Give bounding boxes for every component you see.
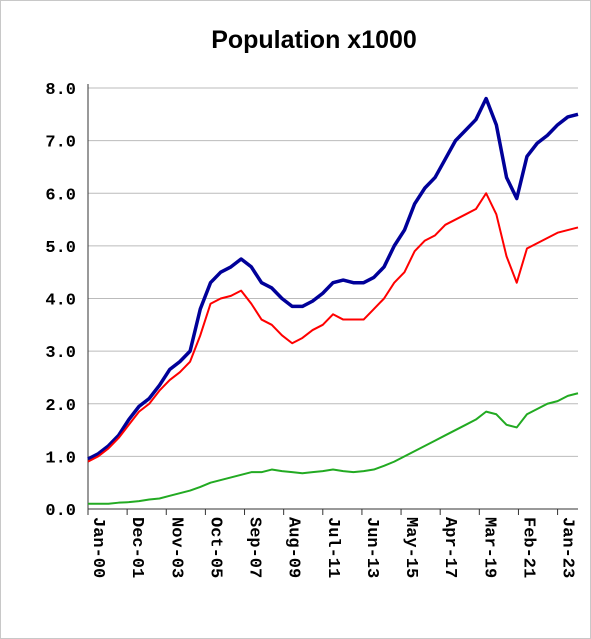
chart-title: Population x1000 [211, 26, 417, 54]
y-tick-label: 4.0 [45, 292, 76, 311]
y-tick-label: 6.0 [45, 186, 76, 205]
y-tick-label: 7.0 [45, 134, 76, 153]
series-line [87, 192, 579, 463]
x-tick-label: Aug-09 [284, 517, 303, 578]
series-line [88, 392, 579, 505]
x-tick-label: Mar-19 [479, 517, 498, 578]
y-tick-label: 2.0 [45, 397, 76, 416]
x-tick-label: Feb-21 [518, 517, 537, 578]
x-tick-label: Jan-23 [558, 517, 577, 578]
y-tick-label: 1.0 [45, 449, 76, 468]
x-tick-label: Dec-01 [127, 517, 146, 578]
series-line [87, 96, 579, 461]
y-tick-label: 3.0 [45, 344, 76, 363]
y-tick-label: 5.0 [45, 239, 76, 258]
x-tick-label: Jan-00 [88, 517, 107, 578]
x-tick-label: Jun-13 [362, 517, 381, 578]
x-tick-label: Oct-05 [205, 517, 224, 578]
x-tick-label: May-15 [401, 517, 420, 578]
x-tick-label: Apr-17 [440, 517, 459, 578]
x-tick-label: Jul-11 [323, 517, 342, 578]
x-tick-label: Sep-07 [245, 517, 264, 578]
x-tick-label: Nov-03 [166, 517, 185, 578]
y-tick-label: 8.0 [45, 81, 76, 100]
y-tick-label: 0.0 [45, 502, 76, 521]
